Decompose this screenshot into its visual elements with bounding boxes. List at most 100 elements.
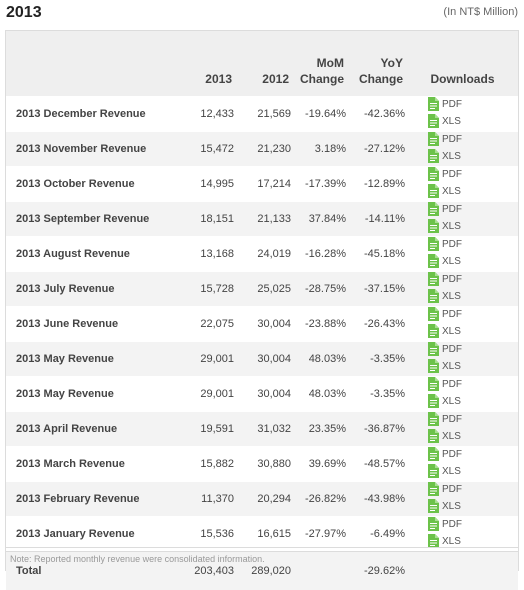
pdf-download-link[interactable]: PDF (428, 272, 462, 286)
xls-download-link[interactable]: XLS (428, 254, 461, 268)
yoy-change: -37.15% (348, 272, 407, 307)
xls-download-link[interactable]: XLS (428, 359, 461, 373)
value-2013: 18,151 (174, 202, 236, 237)
mom-change: -28.75% (293, 272, 348, 307)
value-2013: 19,591 (174, 412, 236, 447)
value-2013: 12,433 (174, 97, 236, 132)
header-2012: 2012 (236, 31, 293, 97)
page-title: 2013 (6, 4, 42, 22)
xls-file-icon (428, 254, 439, 268)
xls-download-link[interactable]: XLS (428, 219, 461, 233)
pdf-download-link[interactable]: PDF (428, 132, 462, 146)
title-bar: 2013 (In NT$ Million) (0, 0, 524, 26)
value-2013: 15,472 (174, 132, 236, 167)
mom-change: -26.82% (293, 482, 348, 517)
pdf-label: PDF (442, 344, 462, 355)
value-2012: 21,230 (236, 132, 293, 167)
xls-file-icon (428, 534, 439, 548)
row-label: 2013 September Revenue (6, 202, 174, 237)
xls-label: XLS (442, 291, 461, 302)
pdf-file-icon (428, 237, 439, 251)
xls-file-icon (428, 289, 439, 303)
mom-change: 48.03% (293, 342, 348, 377)
pdf-download-link[interactable]: PDF (428, 482, 462, 496)
yoy-change: -14.11% (348, 202, 407, 237)
mom-change: -16.28% (293, 237, 348, 272)
pdf-download-link[interactable]: PDF (428, 377, 462, 391)
xls-download-link[interactable]: XLS (428, 429, 461, 443)
xls-download-link[interactable]: XLS (428, 499, 461, 513)
xls-label: XLS (442, 361, 461, 372)
value-2013: 22,075 (174, 307, 236, 342)
downloads-cell: PDF XLS (407, 307, 518, 342)
xls-file-icon (428, 324, 439, 338)
value-2012: 20,294 (236, 482, 293, 517)
pdf-file-icon (428, 272, 439, 286)
mom-change: 37.84% (293, 202, 348, 237)
value-2013: 29,001 (174, 377, 236, 412)
xls-download-link[interactable]: XLS (428, 149, 461, 163)
mom-change: 39.69% (293, 447, 348, 482)
downloads-cell: PDF XLS (407, 97, 518, 132)
xls-file-icon (428, 464, 439, 478)
downloads-cell: PDF XLS (407, 272, 518, 307)
value-2012: 17,214 (236, 167, 293, 202)
pdf-download-link[interactable]: PDF (428, 202, 462, 216)
pdf-download-link[interactable]: PDF (428, 447, 462, 461)
mom-change: 48.03% (293, 377, 348, 412)
pdf-label: PDF (442, 449, 462, 460)
mom-change: 23.35% (293, 412, 348, 447)
pdf-label: PDF (442, 99, 462, 110)
xls-label: XLS (442, 396, 461, 407)
xls-download-link[interactable]: XLS (428, 114, 461, 128)
pdf-download-link[interactable]: PDF (428, 97, 462, 111)
pdf-download-link[interactable]: PDF (428, 517, 462, 531)
xls-download-link[interactable]: XLS (428, 394, 461, 408)
xls-download-link[interactable]: XLS (428, 184, 461, 198)
pdf-download-link[interactable]: PDF (428, 412, 462, 426)
pdf-label: PDF (442, 169, 462, 180)
xls-file-icon (428, 114, 439, 128)
yoy-change: -3.35% (348, 342, 407, 377)
pdf-download-link[interactable]: PDF (428, 237, 462, 251)
yoy-change: -27.12% (348, 132, 407, 167)
pdf-download-link[interactable]: PDF (428, 342, 462, 356)
row-label: 2013 July Revenue (6, 272, 174, 307)
row-label: 2013 December Revenue (6, 97, 174, 132)
pdf-label: PDF (442, 519, 462, 530)
row-label: 2013 February Revenue (6, 482, 174, 517)
downloads-cell: PDF XLS (407, 202, 518, 237)
xls-download-link[interactable]: XLS (428, 464, 461, 478)
xls-download-link[interactable]: XLS (428, 289, 461, 303)
xls-label: XLS (442, 466, 461, 477)
pdf-label: PDF (442, 309, 462, 320)
xls-label: XLS (442, 256, 461, 267)
xls-download-link[interactable]: XLS (428, 324, 461, 338)
pdf-download-link[interactable]: PDF (428, 307, 462, 321)
pdf-file-icon (428, 447, 439, 461)
header-label-blank (6, 31, 174, 97)
xls-label: XLS (442, 431, 461, 442)
xls-download-link[interactable]: XLS (428, 534, 461, 548)
value-2012: 30,004 (236, 307, 293, 342)
mom-change: 3.18% (293, 132, 348, 167)
xls-file-icon (428, 184, 439, 198)
downloads-cell: PDF XLS (407, 482, 518, 517)
pdf-download-link[interactable]: PDF (428, 167, 462, 181)
xls-file-icon (428, 394, 439, 408)
pdf-label: PDF (442, 379, 462, 390)
yoy-change: -36.87% (348, 412, 407, 447)
pdf-label: PDF (442, 414, 462, 425)
row-label: 2013 May Revenue (6, 377, 174, 412)
